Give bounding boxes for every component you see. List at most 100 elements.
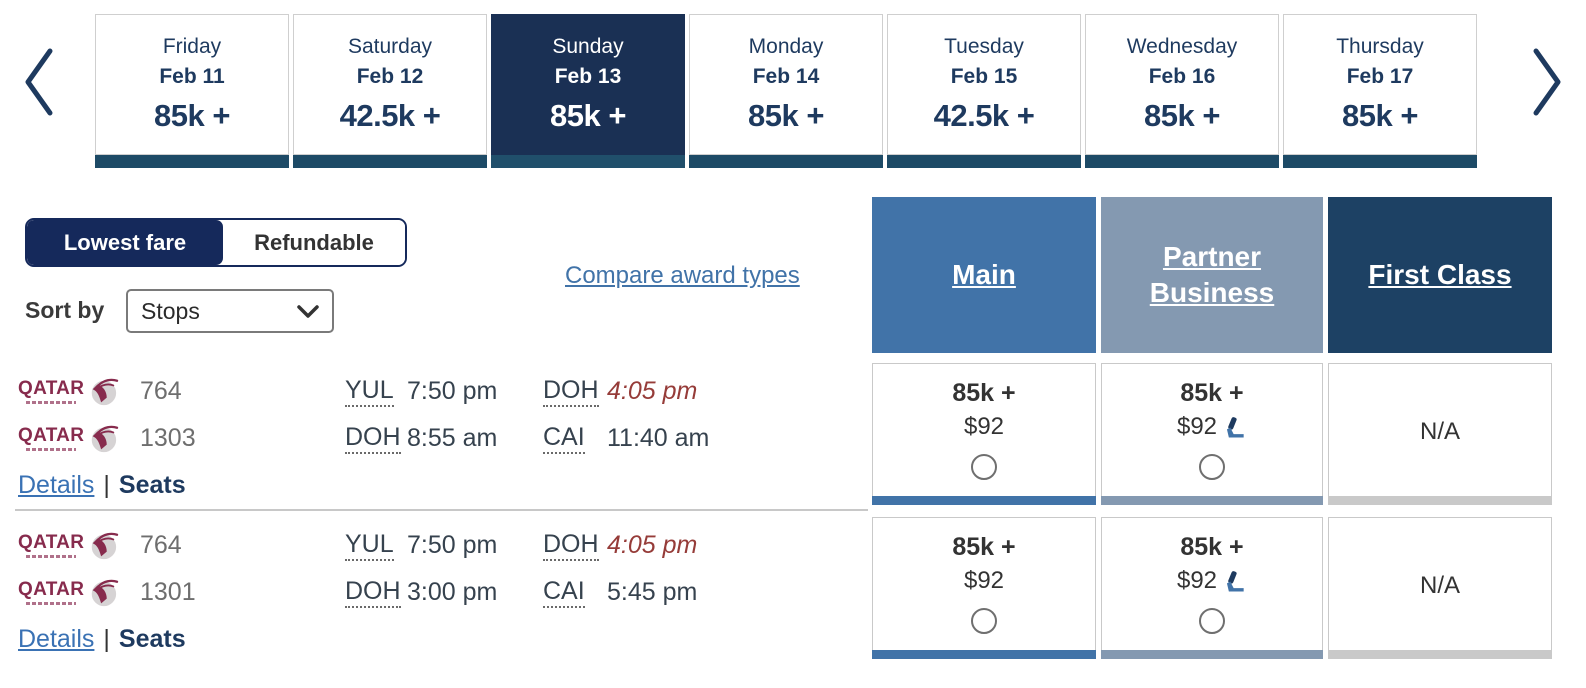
date-label: Feb 16 <box>1148 65 1216 88</box>
date-card[interactable]: Tuesday Feb 15 42.5k + <box>887 14 1081 168</box>
fare-miles: 85k + <box>952 533 1016 561</box>
arrival-time: 11:40 am <box>607 424 710 452</box>
first-class-column-link[interactable]: First Class <box>1368 258 1512 290</box>
link-separator: | <box>103 625 110 653</box>
weekday-label: Wednesday <box>1126 35 1238 58</box>
lie-flat-seat-icon <box>1226 416 1244 438</box>
toggle-refundable[interactable]: Refundable <box>223 220 405 265</box>
date-card[interactable]: Monday Feb 14 85k + <box>689 14 883 168</box>
weekday-label: Friday <box>162 35 222 58</box>
fare-radio[interactable] <box>971 608 997 634</box>
price-label: 85k + <box>550 98 626 133</box>
destination-code[interactable]: CAI <box>543 423 585 454</box>
fare-cell-first-class: N/A <box>1328 517 1552 659</box>
fare-cash: $92 <box>1177 567 1247 595</box>
fare-cell-partner-business: 85k + $92 <box>1101 363 1323 505</box>
not-available-label: N/A <box>1419 572 1460 599</box>
carousel-prev-button[interactable] <box>12 42 64 122</box>
origin-code[interactable]: DOH <box>345 423 401 454</box>
seats-link[interactable]: Seats <box>118 471 186 499</box>
date-card[interactable]: Saturday Feb 12 42.5k + <box>293 14 487 168</box>
chevron-left-icon <box>25 48 53 116</box>
date-card-underline <box>1283 155 1477 168</box>
price-label: 85k + <box>1144 98 1220 133</box>
fare-radio[interactable] <box>1199 454 1225 480</box>
destination-code[interactable]: CAI <box>543 577 585 608</box>
oryx-icon <box>91 378 119 405</box>
origin-code[interactable]: DOH <box>345 577 401 608</box>
departure-time: 7:50 pm <box>407 531 498 559</box>
origin-code[interactable]: YUL <box>345 530 394 561</box>
flight-number: 764 <box>140 531 182 559</box>
flight-segment: QATAR 764 YUL 7:50 pm DOH 4:05 pm <box>18 368 868 415</box>
qatar-airways-logo: QATAR <box>18 578 140 608</box>
carousel-next-button[interactable] <box>1522 42 1574 122</box>
flight-row: QATAR 764 YUL 7:50 pm DOH 4:05 pm QATAR <box>18 368 868 500</box>
lie-flat-seat-icon <box>1226 570 1244 592</box>
date-card-body: Wednesday Feb 16 85k + <box>1085 14 1279 155</box>
details-link[interactable]: Details <box>18 625 95 653</box>
fare-cell-stripe <box>1328 496 1552 505</box>
details-link[interactable]: Details <box>18 471 95 499</box>
flight-segment: QATAR 1303 DOH 8:55 am CAI 11:40 am <box>18 415 868 462</box>
fare-cell-stripe <box>1328 650 1552 659</box>
price-label: 85k + <box>154 98 230 133</box>
oryx-icon <box>91 532 119 559</box>
fare-radio[interactable] <box>1199 608 1225 634</box>
fare-cell-partner-business: 85k + $92 <box>1101 517 1323 659</box>
qatar-airways-logo: QATAR <box>18 531 140 561</box>
destination-code[interactable]: DOH <box>543 376 599 407</box>
arrival-time-next-day: 4:05 pm <box>607 377 698 405</box>
date-card-underline <box>491 155 685 168</box>
airline-name: QATAR <box>18 532 85 553</box>
column-header-main: Main <box>872 197 1096 353</box>
departure-time: 8:55 am <box>407 424 498 452</box>
compare-award-types-link[interactable]: Compare award types <box>565 262 800 289</box>
fare-cell-stripe <box>1101 496 1323 505</box>
date-card[interactable]: Thursday Feb 17 85k + <box>1283 14 1477 168</box>
date-card-body: Monday Feb 14 85k + <box>689 14 883 155</box>
fare-cash: $92 <box>963 413 1005 440</box>
airline-arabic-script <box>26 401 77 404</box>
flight-links: Details | Seats <box>18 625 868 654</box>
seats-link[interactable]: Seats <box>118 625 186 653</box>
flight-segment: QATAR 1301 DOH 3:00 pm CAI 5:45 pm <box>18 569 868 616</box>
date-card-underline <box>887 155 1081 168</box>
weekday-label: Monday <box>748 35 824 58</box>
row-divider <box>15 509 868 511</box>
not-available-label: N/A <box>1419 418 1460 445</box>
toggle-lowest-fare[interactable]: Lowest fare <box>27 220 223 265</box>
departure-time: 7:50 pm <box>407 377 498 405</box>
date-card-selected[interactable]: Sunday Feb 13 85k + <box>491 14 685 168</box>
date-label: Feb 15 <box>950 65 1018 88</box>
sort-by-label: Sort by <box>25 297 105 323</box>
qatar-airways-logo: QATAR <box>18 377 140 407</box>
fare-cell-stripe <box>1101 650 1323 659</box>
date-card[interactable]: Friday Feb 11 85k + <box>95 14 289 168</box>
qatar-airways-logo: QATAR <box>18 424 140 454</box>
date-card-underline <box>95 155 289 168</box>
date-label: Feb 11 <box>159 65 225 88</box>
date-label: Feb 12 <box>356 65 424 88</box>
fare-radio[interactable] <box>971 454 997 480</box>
fare-miles: 85k + <box>952 379 1016 407</box>
flight-number: 1303 <box>140 424 196 452</box>
destination-code[interactable]: DOH <box>543 530 599 561</box>
date-carousel: Friday Feb 11 85k + Saturday Feb 12 42.5… <box>95 14 1477 168</box>
price-label: 85k + <box>1342 98 1418 133</box>
fare-miles: 85k + <box>1180 533 1244 561</box>
main-column-link[interactable]: Main <box>952 258 1016 290</box>
price-label: 42.5k + <box>339 98 441 133</box>
date-card-body: Thursday Feb 17 85k + <box>1283 14 1477 155</box>
sort-select[interactable]: Stops <box>126 289 334 333</box>
flight-row: QATAR 764 YUL 7:50 pm DOH 4:05 pm QATAR <box>18 522 868 654</box>
sort-select-value: Stops <box>141 297 200 324</box>
fare-cell-main: 85k + $92 <box>872 517 1096 659</box>
flight-segment: QATAR 764 YUL 7:50 pm DOH 4:05 pm <box>18 522 868 569</box>
price-label: 85k + <box>748 98 824 133</box>
date-card[interactable]: Wednesday Feb 16 85k + <box>1085 14 1279 168</box>
flight-number: 764 <box>140 377 182 405</box>
date-card-body: Sunday Feb 13 85k + <box>491 14 685 155</box>
partner-business-column-link[interactable]: Partner Business <box>1149 240 1275 308</box>
origin-code[interactable]: YUL <box>345 376 394 407</box>
